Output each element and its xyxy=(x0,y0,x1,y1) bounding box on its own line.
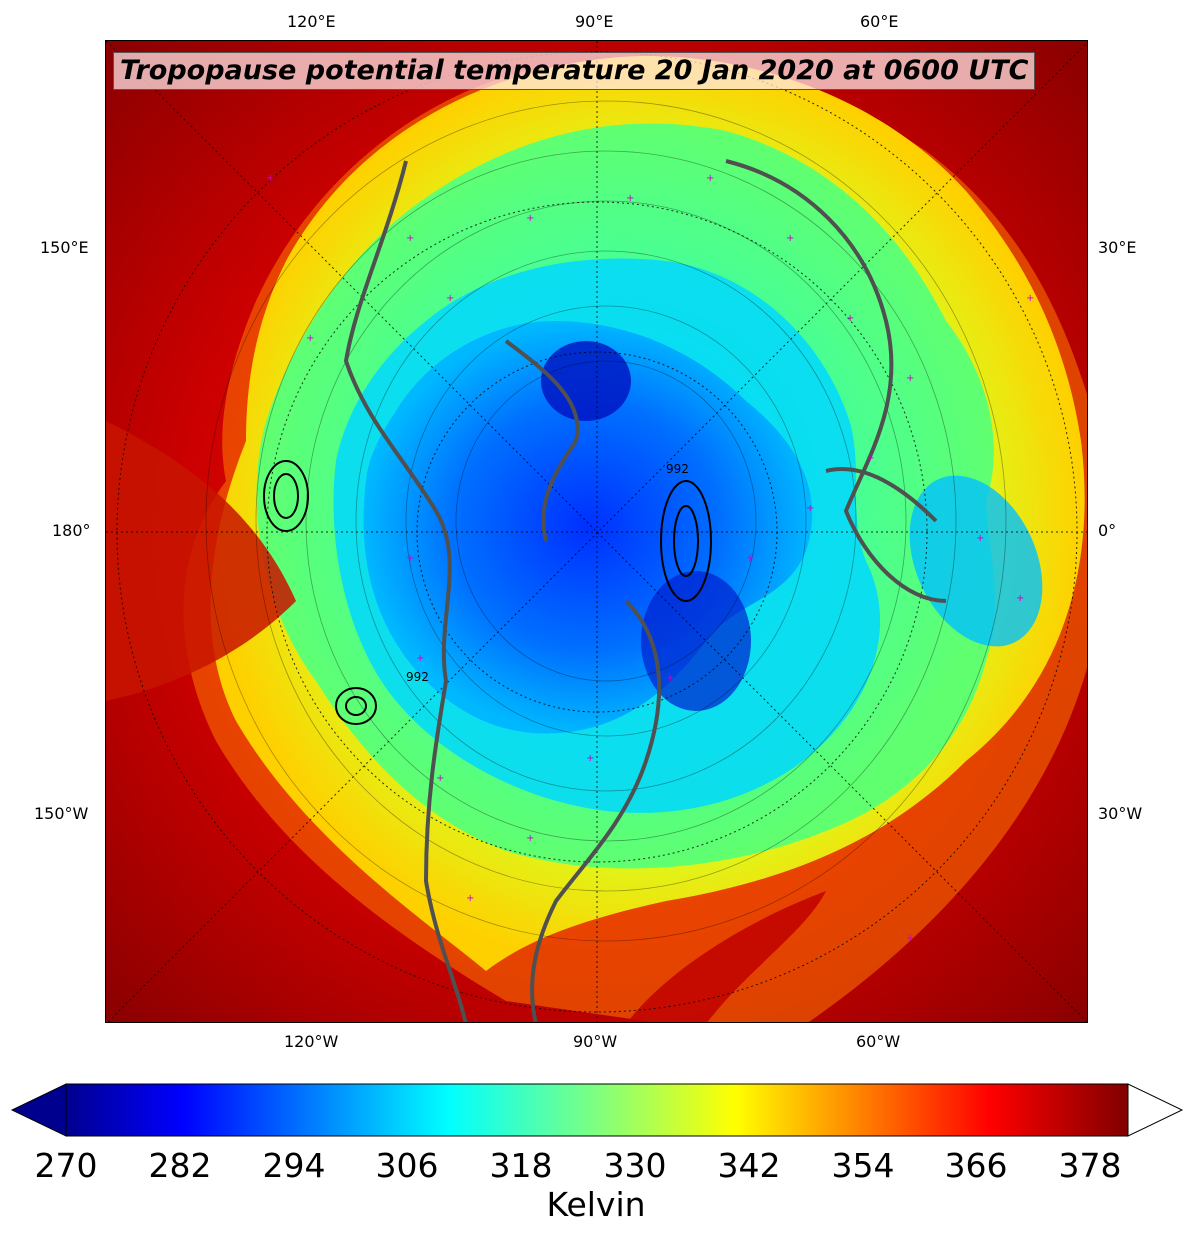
tropopause-contours xyxy=(205,100,1007,942)
svg-text:+: + xyxy=(406,233,414,244)
colorbar-tick: 270 xyxy=(34,1146,98,1185)
red-intrusion-southeast xyxy=(627,891,826,1022)
deep-blue-vortex xyxy=(541,341,631,421)
pressure-contours xyxy=(263,460,712,725)
colorbar-tick: 342 xyxy=(717,1146,781,1185)
svg-text:+: + xyxy=(906,373,914,384)
lon-label-bottom: 90°W xyxy=(573,1032,618,1051)
svg-text:+: + xyxy=(786,233,794,244)
lon-label-bottom: 60°W xyxy=(856,1032,901,1051)
colorbar-extend-min xyxy=(10,1083,67,1137)
svg-text:+: + xyxy=(586,753,594,764)
map-title: Tropopause potential temperature 20 Jan … xyxy=(113,52,1036,90)
contour-label: 992 xyxy=(666,462,689,476)
svg-text:+: + xyxy=(976,533,984,544)
lon-label-right: 30°W xyxy=(1098,804,1143,823)
svg-text:+: + xyxy=(626,193,634,204)
svg-text:+: + xyxy=(706,173,714,184)
observation-markers: + + + + + + + + + + + + + + + + + + + + + + + + xyxy=(266,173,1034,944)
svg-text:+: + xyxy=(466,893,474,904)
svg-text:+: + xyxy=(416,653,424,664)
deep-blue-vortex-2 xyxy=(641,571,751,711)
lon-label-right: 0° xyxy=(1098,521,1117,540)
svg-text:+: + xyxy=(746,553,754,564)
lon-label-left: 150°W xyxy=(34,804,89,823)
svg-text:+: + xyxy=(1016,593,1024,604)
colorbar-extend-max xyxy=(1127,1083,1184,1137)
colorbar-tick: 318 xyxy=(489,1146,553,1185)
svg-text:+: + xyxy=(266,173,274,184)
colorbar-tick: 366 xyxy=(944,1146,1008,1185)
lon-label-bottom: 120°W xyxy=(284,1032,339,1051)
svg-text:+: + xyxy=(866,453,874,464)
colorbar-tick: 306 xyxy=(375,1146,439,1185)
svg-text:+: + xyxy=(306,333,314,344)
potential-temperature-field: + + + + + + + + + + + + + + + + + + + + + + + + 992 992 xyxy=(106,41,1087,1022)
lon-label-top: 120°E xyxy=(287,12,336,31)
lon-label-right: 30°E xyxy=(1098,238,1137,257)
svg-text:+: + xyxy=(446,293,454,304)
lon-label-top: 60°E xyxy=(860,12,899,31)
contour-label: 992 xyxy=(406,670,429,684)
red-intrusion-west xyxy=(106,421,296,701)
svg-text:+: + xyxy=(1026,293,1034,304)
lon-label-left: 180° xyxy=(52,521,91,540)
colorbar-tick: 354 xyxy=(831,1146,895,1185)
svg-text:+: + xyxy=(526,213,534,224)
lon-label-left: 150°E xyxy=(40,238,89,257)
colorbar-tick: 330 xyxy=(603,1146,667,1185)
svg-text:+: + xyxy=(526,833,534,844)
svg-text:+: + xyxy=(406,553,414,564)
svg-text:+: + xyxy=(436,773,444,784)
colorbar xyxy=(10,1083,1184,1137)
colorbar-tick: 282 xyxy=(148,1146,212,1185)
colorbar-tick: 378 xyxy=(1058,1146,1122,1185)
cyan-lobe-east xyxy=(909,475,1043,647)
colorbar-tick: 294 xyxy=(262,1146,326,1185)
colorbar-gradient xyxy=(65,1083,1129,1137)
lon-label-top: 90°E xyxy=(575,12,614,31)
svg-text:+: + xyxy=(666,673,674,684)
svg-text:+: + xyxy=(806,503,814,514)
svg-text:+: + xyxy=(846,313,854,324)
coastlines xyxy=(344,159,947,1022)
colorbar-label: Kelvin xyxy=(546,1185,646,1224)
svg-text:+: + xyxy=(906,933,914,944)
map-panel: + + + + + + + + + + + + + + + + + + + + + + + + 992 992 … xyxy=(105,40,1088,1023)
